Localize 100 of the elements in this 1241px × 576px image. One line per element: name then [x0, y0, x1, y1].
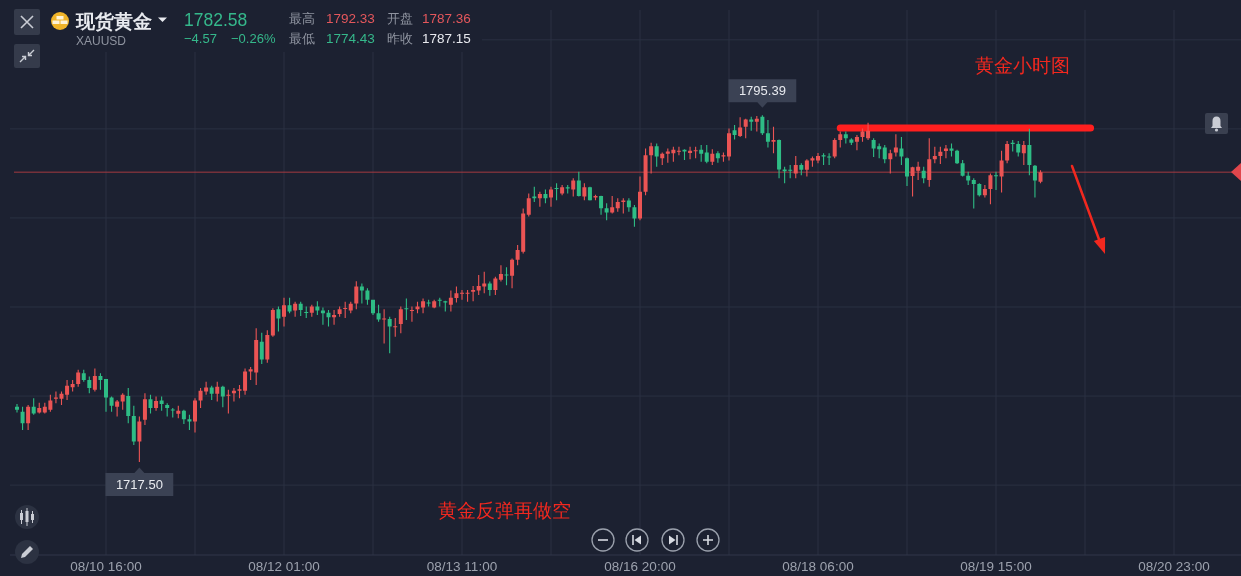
candlestick [749, 116, 754, 131]
candlestick [276, 306, 281, 332]
candlestick [576, 171, 581, 197]
candlestick [626, 198, 631, 212]
candlestick [259, 332, 264, 364]
candlestick [115, 400, 120, 417]
candlestick [743, 118, 748, 139]
candlestick [799, 163, 804, 176]
x-tick-label: 08/18 06:00 [782, 559, 854, 574]
candlestick [777, 139, 782, 179]
candlestick [554, 183, 559, 201]
candlestick [838, 131, 843, 148]
candlestick [632, 205, 637, 227]
candlestick [765, 119, 770, 148]
candlestick [710, 149, 715, 165]
annotation: 1787.15 [422, 31, 471, 46]
candlestick [1005, 140, 1010, 164]
x-tick-label: 08/16 20:00 [604, 559, 676, 574]
candlestick [137, 416, 142, 462]
candlestick [582, 183, 587, 201]
candlestick [409, 306, 414, 322]
annotation: 1782.58 [184, 10, 248, 30]
candlestick [543, 189, 548, 204]
candlestick [31, 398, 36, 415]
candlestick [398, 306, 403, 334]
candlestick [771, 126, 776, 154]
candlestick [526, 193, 531, 217]
candlestick [448, 290, 453, 312]
candlestick [37, 402, 42, 414]
candlestick [498, 265, 503, 282]
candlestick [148, 394, 153, 414]
candlestick [727, 128, 731, 161]
candlestick [943, 144, 948, 159]
candlestick [487, 281, 492, 296]
candlestick [170, 408, 175, 418]
candlestick [732, 124, 737, 140]
candlestick [282, 297, 286, 327]
candlestick [437, 297, 442, 307]
candlestick [721, 152, 726, 162]
candlestick [270, 308, 275, 337]
annotation: 1717.50 [115, 476, 163, 492]
candlestick [131, 405, 136, 446]
candlestick [98, 373, 103, 390]
candlestick [927, 138, 932, 187]
candlestick [610, 196, 615, 214]
candlestick [337, 306, 342, 317]
candlestick [165, 403, 170, 417]
x-tick-label: 08/10 16:00 [70, 559, 142, 574]
annotation: −0.26% [231, 31, 276, 46]
annotation: 1795.39 [738, 83, 786, 99]
candlestick [126, 388, 131, 424]
candlestick [654, 143, 659, 167]
candlestick [560, 184, 565, 196]
candlestick [971, 178, 976, 209]
candlestick [393, 318, 398, 337]
text: XAUUSD [76, 34, 127, 48]
candlestick [599, 195, 604, 215]
candlestick [220, 385, 225, 408]
candlestick [493, 276, 498, 295]
candlestick [181, 409, 186, 425]
candlestick [537, 191, 542, 207]
candlestick [510, 258, 515, 289]
annotation: 黄金小时图 [974, 55, 1070, 76]
candlestick [615, 198, 620, 212]
candlestick [154, 396, 159, 411]
annotation: 黄金反弹再做空 [437, 500, 571, 521]
candlestick [471, 286, 476, 302]
candlestick [92, 368, 97, 392]
candlestick [26, 404, 31, 430]
candlestick [715, 151, 720, 163]
candlestick [999, 150, 1004, 193]
candlestick [571, 178, 576, 197]
candlestick [882, 144, 887, 164]
annotation: 1792.33 [326, 11, 375, 26]
candlestick [888, 149, 893, 174]
candlestick [193, 398, 197, 433]
candlestick [810, 156, 815, 167]
candlestick [81, 369, 86, 382]
candlestick [226, 389, 231, 414]
candlestick [643, 148, 648, 196]
candlestick [421, 298, 426, 314]
candlestick [854, 135, 859, 151]
candlestick [704, 144, 709, 164]
candlestick [432, 299, 437, 309]
x-tick-label: 08/13 11:00 [426, 559, 498, 574]
annotation: 开盘 [387, 12, 413, 26]
candlestick [949, 143, 954, 157]
candlestick [738, 117, 743, 137]
candlestick [899, 136, 904, 165]
candlestick [265, 330, 270, 363]
candlestick [404, 298, 409, 320]
candlestick [1021, 140, 1026, 165]
candlestick [87, 376, 92, 394]
candlestick [682, 149, 687, 161]
candlestick [465, 290, 470, 302]
candlestick [966, 171, 971, 185]
candlestick [549, 186, 553, 207]
candlestick [76, 369, 81, 387]
candlestick [354, 281, 359, 310]
candlestick [921, 166, 926, 184]
